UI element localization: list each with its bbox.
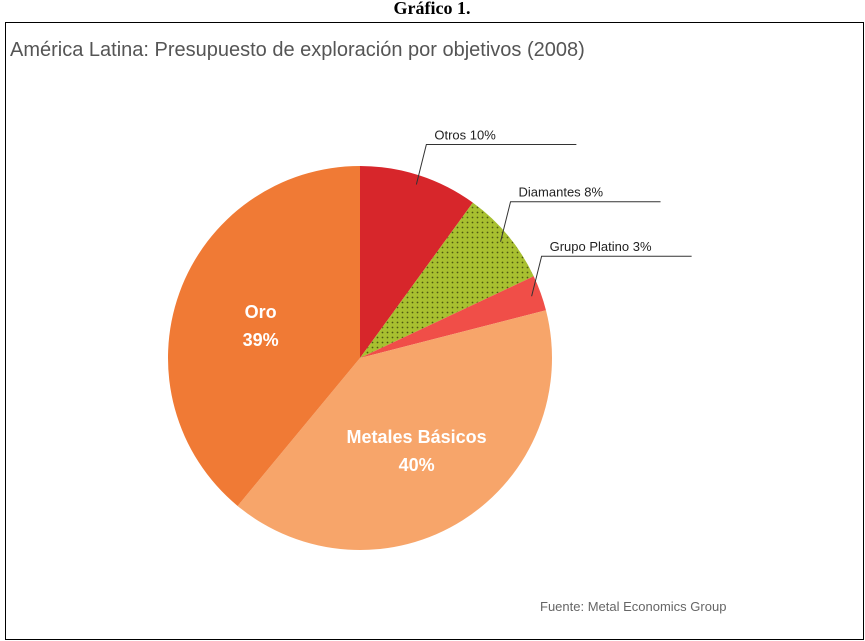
leader-line — [531, 255, 692, 297]
slice-name: Otros — [434, 128, 466, 143]
caption: Gráfico 1. — [394, 0, 471, 18]
slice-value: 10% — [470, 128, 496, 143]
leader-line — [415, 144, 577, 185]
slice-value: 3% — [633, 239, 652, 254]
pie-slice — [168, 166, 360, 506]
slice-label: Otros 10% — [434, 128, 496, 143]
slice-label: Diamantes 8% — [519, 185, 604, 200]
pie-slice — [360, 202, 534, 358]
source: Fuente: Metal Economics Group — [540, 599, 726, 614]
leader-line — [500, 201, 661, 242]
slice-label: Grupo Platino 3% — [550, 239, 652, 254]
pie-slice — [360, 166, 473, 358]
chart-title: América Latina: Presupuesto de exploraci… — [10, 39, 585, 61]
pie-slice — [237, 310, 552, 550]
slice-label: Oro — [245, 302, 277, 322]
slice-value: 40% — [399, 455, 435, 475]
pie-slice — [360, 276, 546, 358]
slice-value: 39% — [243, 330, 279, 350]
slice-label: Metales Básicos — [347, 427, 487, 447]
slice-name: Grupo Platino — [550, 239, 630, 254]
slice-value: 8% — [584, 185, 603, 200]
slice-name: Diamantes — [519, 185, 582, 200]
